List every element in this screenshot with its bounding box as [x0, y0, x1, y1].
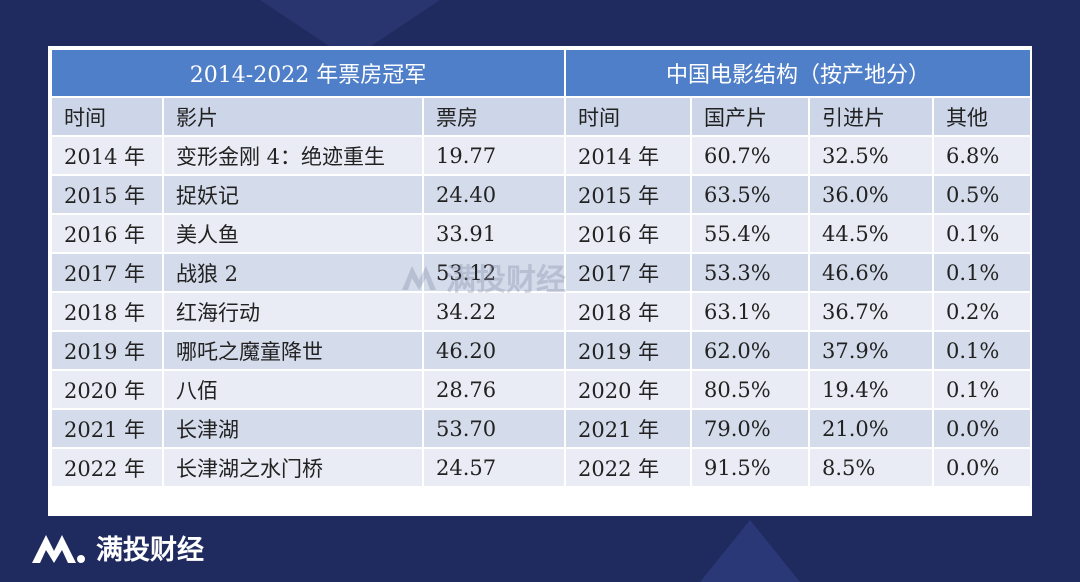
table-cell: 55.4%: [690, 213, 810, 254]
watermark-logo-icon: [402, 266, 436, 290]
table-row: 2022 年长津湖之水门桥 24.57 2022 年 91.5% 8.5% 0.0%: [50, 447, 1033, 488]
table-cell: 0.2%: [931, 291, 1033, 332]
table-cell: 0.1%: [931, 369, 1033, 410]
table-cell: 2016 年: [50, 213, 164, 254]
table-cell: 91.5%: [690, 447, 810, 488]
column-header: 影片: [162, 96, 424, 137]
table-cell: 2022 年: [564, 447, 692, 488]
table-cell: 2019 年: [564, 330, 692, 371]
table-cell: 36.0%: [808, 174, 934, 215]
table-cell: 2021 年: [564, 408, 692, 449]
table-cell: 红海行动: [162, 291, 424, 332]
table-cell: 变形金刚 4：绝迹重生: [162, 135, 424, 176]
table-row: 2019 年哪吒之魔童降世 46.20 2019 年 62.0% 37.9% 0.1%: [50, 330, 1033, 371]
table-cell: 2020 年: [50, 369, 164, 410]
table-cell: 37.9%: [808, 330, 934, 371]
table-cell: 2018 年: [50, 291, 164, 332]
table-cell: 24.40: [422, 174, 566, 215]
column-header: 其他: [931, 96, 1033, 137]
table-cell: 53.12: [422, 252, 566, 293]
table-cell: 44.5%: [808, 213, 934, 254]
table-cell: 8.5%: [808, 447, 934, 488]
table-cell: 19.77: [422, 135, 566, 176]
table-cell: 0.1%: [931, 252, 1033, 293]
table-cell: 63.1%: [690, 291, 810, 332]
table-row: 2017 年战狼 2 53.12 2017 年 53.3% 46.6% 0.1%: [50, 252, 1033, 293]
table-cell: 24.57: [422, 447, 566, 488]
table-cell: 63.5%: [690, 174, 810, 215]
table-row: 2016 年美人鱼 33.91 2016 年 55.4% 44.5% 0.1%: [50, 213, 1033, 254]
table-cell: 53.70: [422, 408, 566, 449]
box-office-table: 2014-2022 年票房冠军 中国电影结构（按产地分） 时间 影片 票房 时间…: [50, 48, 1033, 488]
table-cell: 28.76: [422, 369, 566, 410]
brand-logo: 满投财经: [30, 528, 204, 567]
left-table-title: 2014-2022 年票房冠军: [50, 48, 566, 98]
table-cell: 0.0%: [931, 447, 1033, 488]
table-panel: 2014-2022 年票房冠军 中国电影结构（按产地分） 时间 影片 票房 时间…: [48, 46, 1033, 516]
column-header: 时间: [50, 96, 164, 137]
table-row: 2020 年八佰 28.76 2020 年 80.5% 19.4% 0.1%: [50, 369, 1033, 410]
brand-logo-icon: [32, 534, 85, 563]
table-cell: 34.22: [422, 291, 566, 332]
table-cell: 36.7%: [808, 291, 934, 332]
column-header: 引进片: [808, 96, 934, 137]
table-cell: 2018 年: [564, 291, 692, 332]
column-header: 国产片: [690, 96, 810, 137]
right-table-title: 中国电影结构（按产地分）: [563, 48, 1033, 98]
table-cell: 46.20: [422, 330, 566, 371]
table-cell: 2014 年: [564, 135, 692, 176]
background-shape: [700, 520, 800, 582]
table-cell: 长津湖之水门桥: [162, 447, 424, 488]
table-row: 2021 年长津湖 53.70 2021 年 79.0% 21.0% 0.0%: [50, 408, 1033, 449]
table-cell: 2022 年: [50, 447, 164, 488]
table-cell: 2017 年: [50, 252, 164, 293]
table-cell: 2014 年: [50, 135, 164, 176]
table-cell: 32.5%: [808, 135, 934, 176]
table-cell: 6.8%: [931, 135, 1033, 176]
table-cell: 53.3%: [690, 252, 810, 293]
table-cell: 战狼 2: [162, 252, 424, 293]
table-cell: 33.91: [422, 213, 566, 254]
table-cell: 八佰: [162, 369, 424, 410]
table-cell: 79.0%: [690, 408, 810, 449]
table-cell: 2016 年: [564, 213, 692, 254]
table-cell: 2019 年: [50, 330, 164, 371]
brand-name: 满投财经: [96, 535, 204, 566]
table-cell: 哪吒之魔童降世: [162, 330, 424, 371]
table-row: 2014 年变形金刚 4：绝迹重生 19.77 2014 年 60.7% 32.5% 6.…: [50, 135, 1033, 176]
table-cell: 46.6%: [808, 252, 934, 293]
table-row: 2015 年捉妖记 24.40 2015 年 63.5% 36.0% 0.5%: [50, 174, 1033, 215]
table-row: 2018 年红海行动 34.22 2018 年 63.1% 36.7% 0.2%: [50, 291, 1033, 332]
column-header: 时间: [564, 96, 692, 137]
table-cell: 长津湖: [162, 408, 424, 449]
table-cell: 21.0%: [808, 408, 934, 449]
column-header: 票房: [422, 96, 566, 137]
table-cell: 捉妖记: [162, 174, 424, 215]
table-cell: 0.1%: [931, 330, 1033, 371]
table-cell: 2017 年: [564, 252, 692, 293]
table-cell: 60.7%: [690, 135, 810, 176]
watermark: 满投财经: [400, 255, 566, 299]
column-header-row: 时间 影片 票房 时间 国产片 引进片 其他: [50, 96, 1033, 137]
table-cell: 62.0%: [690, 330, 810, 371]
table-cell: 美人鱼: [162, 213, 424, 254]
table-cell: 80.5%: [690, 369, 810, 410]
table-cell: 0.5%: [931, 174, 1033, 215]
table-cell: 2015 年: [50, 174, 164, 215]
watermark-text: 满投财经: [446, 263, 566, 298]
table-cell: 0.0%: [931, 408, 1033, 449]
table-cell: 0.1%: [931, 213, 1033, 254]
table-cell: 2021 年: [50, 408, 164, 449]
table-cell: 2015 年: [564, 174, 692, 215]
table-cell: 2020 年: [564, 369, 692, 410]
table-cell: 19.4%: [808, 369, 934, 410]
